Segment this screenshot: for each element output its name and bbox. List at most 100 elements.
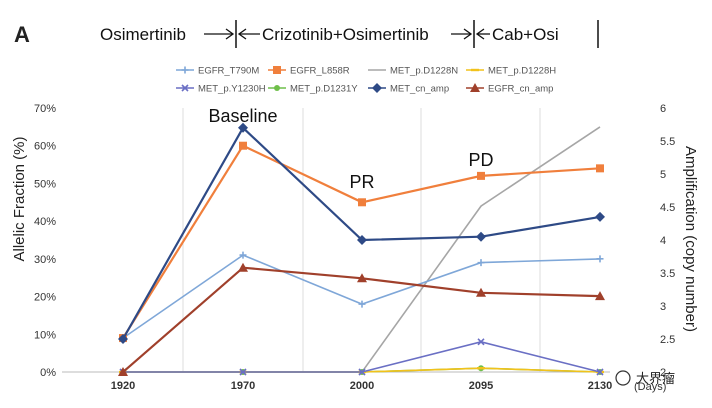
y-tick-label: 0% xyxy=(40,367,56,379)
phase-arrowhead-4 xyxy=(475,28,485,40)
phase-label-crizotinib-osimertinib: Crizotinib+Osimertinib xyxy=(262,25,429,44)
legend-label: MET_cn_amp xyxy=(390,84,449,95)
legend: EGFR_T790M EGFR_L858R MET_p.D1228N MET_p.D1… xyxy=(176,66,556,95)
x-tick-label: 1920 xyxy=(111,380,135,392)
x-tick-label: 2130 xyxy=(588,380,612,392)
data-point-egfr-t790m xyxy=(358,300,366,308)
panel-label: A xyxy=(14,22,30,47)
legend-swatch-marker xyxy=(273,66,281,74)
legend-swatch-marker xyxy=(372,83,382,93)
y-tick-label: 40% xyxy=(34,216,56,228)
data-point-met-p-y1230h xyxy=(596,368,604,376)
data-point-egfr-cn-amp xyxy=(238,262,248,272)
legend-swatch-marker xyxy=(274,85,280,91)
legend-item-met-p-d1228n: MET_p.D1228N xyxy=(368,66,458,77)
x-tick-label: 1970 xyxy=(231,380,255,392)
data-point-met-cn-amp xyxy=(476,231,486,242)
y2-axis-title: Amplification (copy number) xyxy=(682,146,699,332)
grid xyxy=(182,108,541,372)
legend-item-met-p-d1231y: MET_p.D1231Y xyxy=(268,84,358,95)
series-egfr-t790m xyxy=(119,251,604,342)
annotation-baseline: Baseline xyxy=(208,106,277,126)
data-point-egfr-cn-amp xyxy=(118,367,128,376)
axes: 0% 10% 20% 30% 40% 50% 60% 70% 2 2.5 3 3.5 4 4.5 5 5.5 6… xyxy=(34,103,675,392)
data-point-met-cn-amp xyxy=(357,235,367,245)
y-tick-label: 70% xyxy=(34,103,56,115)
legend-swatch-marker xyxy=(181,84,189,92)
legend-swatch-marker xyxy=(471,68,479,72)
series-met-p-d1228n xyxy=(123,126,601,373)
legend-label: EGFR_T790M xyxy=(198,66,259,77)
data-point-egfr-cn-amp xyxy=(357,273,367,283)
legend-item-egfr-t790m: EGFR_T790M xyxy=(176,66,259,77)
legend-swatch-marker xyxy=(470,83,480,92)
y2-tick-label: 2.5 xyxy=(660,334,675,346)
data-point-egfr-l858r xyxy=(358,198,366,207)
y2-tick-label: 2 xyxy=(660,367,666,379)
data-point-egfr-t790m xyxy=(239,251,247,259)
legend-label: EGFR_cn_amp xyxy=(488,84,553,95)
x-tick-label: 2000 xyxy=(350,380,374,392)
data-point-egfr-l858r xyxy=(477,171,485,180)
legend-item-egfr-cn-amp: EGFR_cn_amp xyxy=(466,83,553,95)
series-line-egfr-cn-amp xyxy=(122,266,601,373)
data-point-met-p-y1230h xyxy=(477,338,485,346)
x-axis-title: (Days) xyxy=(634,381,666,393)
legend-item-met-p-d1228h: MET_p.D1228H xyxy=(466,66,556,77)
annotation-pd: PD xyxy=(468,150,493,170)
legend-label: MET_p.D1228N xyxy=(390,66,458,77)
annotations: Baseline PR PD xyxy=(208,106,493,192)
data-point-met-cn-amp xyxy=(238,122,248,133)
data-point-met-cn-amp xyxy=(118,334,128,344)
phase-arrowhead-1 xyxy=(225,28,235,40)
legend-label: MET_p.D1231Y xyxy=(290,84,358,95)
y2-tick-label: 3.5 xyxy=(660,268,675,280)
series-line-met-p-d1228n xyxy=(123,126,601,373)
phase-arrowhead-3 xyxy=(463,28,473,40)
phase-label-cab-osi: Cab+Osi xyxy=(492,25,559,44)
watermark-text: 大界瘤 xyxy=(636,371,675,386)
y-tick-label: 20% xyxy=(34,292,56,304)
y2-tick-label: 3 xyxy=(660,301,666,313)
data-point-egfr-t790m xyxy=(477,259,485,267)
y-axis-title: Allelic Fraction (%) xyxy=(11,136,28,261)
data-point-met-p-y1230h xyxy=(239,368,247,376)
treatment-phase-bar: Osimertinib Crizotinib+Osimertinib Cab+O… xyxy=(100,20,599,48)
y-tick-label: 50% xyxy=(34,178,56,190)
y-tick-label: 30% xyxy=(34,254,56,266)
data-point-egfr-t790m xyxy=(596,255,604,263)
data-point-egfr-l858r xyxy=(239,141,247,150)
y2-tick-label: 4 xyxy=(660,235,666,247)
annotation-pr: PR xyxy=(349,172,374,192)
data-point-egfr-l858r xyxy=(596,164,604,173)
legend-label: MET_p.D1228H xyxy=(488,66,556,77)
legend-item-met-p-y1230h: MET_p.Y1230H xyxy=(176,84,266,95)
y2-tick-label: 6 xyxy=(660,103,666,115)
data-point-egfr-cn-amp xyxy=(476,287,486,297)
watermark-icon xyxy=(615,370,631,386)
series-line-egfr-t790m xyxy=(122,254,601,339)
y-tick-label: 60% xyxy=(34,141,56,153)
legend-label: EGFR_L858R xyxy=(290,66,350,77)
series-group xyxy=(118,122,605,376)
y2-tick-label: 4.5 xyxy=(660,202,675,214)
data-point-egfr-cn-amp xyxy=(595,291,605,301)
legend-item-egfr-l858r: EGFR_L858R xyxy=(268,66,350,77)
x-tick-label: 2095 xyxy=(469,380,493,392)
legend-label: MET_p.Y1230H xyxy=(198,84,266,95)
y2-tick-label: 5 xyxy=(660,169,666,181)
y2-tick-label: 5.5 xyxy=(660,136,675,148)
watermark: 大界瘤 xyxy=(615,370,675,386)
legend-item-met-cn-amp: MET_cn_amp xyxy=(368,83,449,95)
data-point-met-cn-amp xyxy=(595,211,605,222)
legend-swatch-marker xyxy=(181,66,189,74)
phase-label-osimertinib: Osimertinib xyxy=(100,25,186,44)
series-line-met-p-y1230h xyxy=(123,340,601,373)
y-tick-label: 10% xyxy=(34,329,56,341)
series-egfr-cn-amp xyxy=(118,262,605,376)
data-point-met-p-d1228h xyxy=(477,367,485,370)
data-point-met-p-y1230h xyxy=(358,368,366,376)
phase-arrowhead-2 xyxy=(237,28,247,40)
series-met-cn-amp xyxy=(118,122,605,344)
